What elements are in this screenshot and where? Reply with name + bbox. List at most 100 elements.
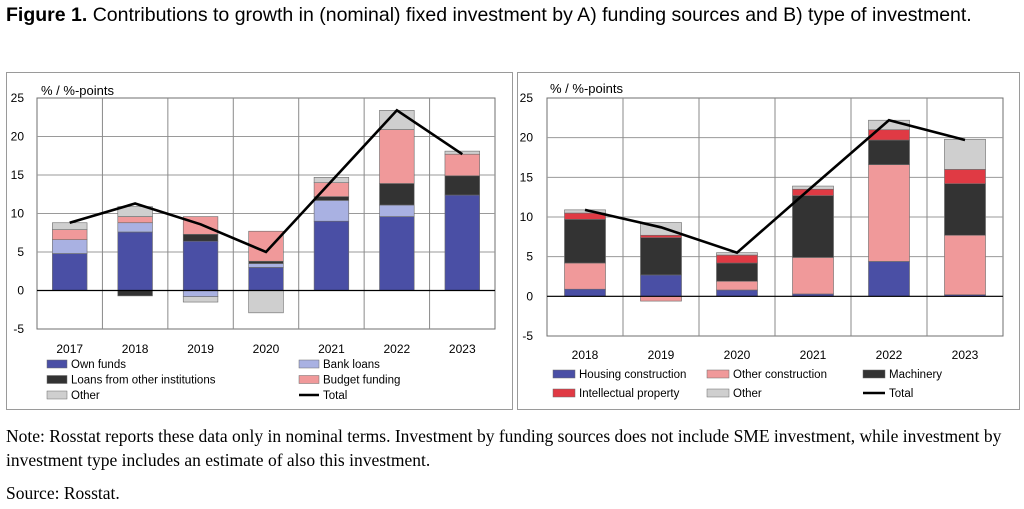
legend-label-other: Other	[71, 390, 100, 402]
figure-caption: Contributions to growth in (nominal) fix…	[92, 4, 972, 26]
bar-segment-own-funds	[379, 216, 415, 291]
bar-segment-loans-from-other-institutions	[444, 175, 480, 196]
legend-label-intellectual-property: Intellectual property	[579, 388, 680, 400]
chart-a: % / %-points -5 0 5 10 15 20 25 2017 2018 2019 2020…	[11, 83, 496, 402]
legend-label-budget-funding: Budget funding	[323, 375, 400, 387]
source-text: Source: Rosstat.	[6, 483, 120, 503]
legend-label-machinery: Machinery	[889, 369, 942, 381]
y-tick-label: 10	[520, 210, 534, 224]
legend-swatch-budget-funding	[298, 375, 320, 384]
x-tick-label: 2019	[187, 342, 214, 356]
bar-segment-machinery	[640, 237, 682, 276]
figure-title: Figure 1. Contributions to growth in (no…	[6, 2, 1016, 29]
bar-segment-loans-from-other-institutions	[248, 260, 284, 264]
legend-swatch-other-construction	[706, 369, 730, 379]
legend-swatch-machinery	[862, 369, 886, 379]
y-tick-label: 0	[526, 289, 533, 303]
y-tick-label: 5	[526, 250, 533, 264]
total-line	[584, 118, 966, 255]
y-tick-label: 5	[17, 245, 24, 259]
bar-segment-own-funds	[313, 220, 350, 291]
bar-segment-bank-loans	[248, 263, 284, 268]
y-axis-label: % / %-points	[41, 83, 114, 98]
y-tick-label: 25	[11, 91, 25, 105]
bar-segment-intellectual-property	[944, 169, 986, 184]
legend-swatch-bank-loans	[298, 359, 320, 369]
y-tick-label: -5	[13, 322, 24, 336]
y-tick-label: 20	[520, 131, 534, 145]
bar-segment-machinery	[564, 219, 606, 264]
bar-segment-own-funds	[248, 267, 284, 291]
legend-label-other-construction: Other construction	[733, 369, 827, 381]
bar-segment-other	[944, 138, 986, 170]
legend-swatch-other	[706, 388, 730, 398]
x-tick-label: 2018	[572, 348, 599, 362]
y-tick-label: 20	[11, 130, 25, 144]
bar-segment-own-funds	[182, 240, 219, 291]
bar-segment-bank-loans	[117, 222, 153, 233]
x-tick-label: 2018	[122, 342, 149, 356]
bar-segment-machinery	[716, 262, 758, 282]
x-tick-label: 2017	[56, 342, 83, 356]
y-tick-label: -5	[522, 329, 533, 343]
x-tick-label: 2023	[449, 342, 476, 356]
bar-segment-other-construction	[868, 164, 910, 262]
x-tick-label: 2019	[648, 348, 675, 362]
legend-swatch-loans-from-other-institutions	[46, 375, 68, 384]
x-tick-label: 2022	[384, 342, 411, 356]
bar-segment-other	[248, 290, 284, 314]
chart-panel-a: % / %-points -5 0 5 10 15 20 25 2017 2018 2019 2020…	[6, 72, 513, 410]
bar-segment-other-construction	[944, 234, 986, 296]
legend-swatch-own-funds	[46, 359, 68, 369]
chart-b: % / %-points -5 0 5 10 15 20 25 2018 2019 2020 2021…	[520, 81, 1004, 400]
bar-segment-other	[117, 206, 153, 217]
bar-segment-bank-loans	[313, 200, 350, 222]
legend-label-loans-from-other-institutions: Loans from other institutions	[71, 375, 216, 387]
y-tick-label: 15	[11, 168, 25, 182]
bar-segment-bank-loans	[182, 290, 219, 297]
chart-panel-b: % / %-points -5 0 5 10 15 20 25 2018 2019 2020 2021…	[517, 72, 1020, 410]
bar-segment-loans-from-other-institutions	[182, 233, 219, 242]
legend-swatch-other	[46, 390, 68, 400]
bar-segment-other	[52, 222, 88, 230]
bar-segment-loans-from-other-institutions	[117, 290, 153, 297]
x-tick-label: 2020	[253, 342, 280, 356]
legend-label-own-funds: Own funds	[71, 359, 126, 371]
bar-segment-intellectual-property	[792, 188, 834, 196]
bar-segment-other-construction	[792, 257, 834, 295]
bar-segment-loans-from-other-institutions	[379, 183, 415, 206]
bar-segment-intellectual-property	[640, 234, 682, 238]
bar-segment-budget-funding	[444, 153, 480, 177]
bar-segment-housing-construction	[640, 274, 682, 297]
x-tick-label: 2022	[876, 348, 903, 362]
bar-segment-other-construction	[640, 296, 682, 302]
x-tick-label: 2023	[952, 348, 979, 362]
bar-segment-loans-from-other-institutions	[313, 196, 350, 201]
bar-segment-budget-funding	[117, 216, 153, 224]
bar-segment-housing-construction	[868, 261, 910, 297]
legend-label-housing-construction: Housing construction	[579, 369, 686, 381]
legend-label-bank-loans: Bank loans	[323, 359, 380, 371]
bar-segment-intellectual-property	[716, 254, 758, 264]
y-axis-label: % / %-points	[550, 81, 623, 96]
legend-swatch-housing-construction	[552, 369, 576, 379]
bar-segment-bank-loans	[379, 204, 415, 217]
x-tick-label: 2020	[724, 348, 751, 362]
y-tick-label: 15	[520, 170, 534, 184]
bar-segment-other	[564, 209, 606, 214]
y-tick-label: 25	[520, 91, 534, 105]
bar-segment-machinery	[792, 195, 834, 258]
bar-segment-own-funds	[444, 194, 480, 291]
y-tick-label: 0	[17, 284, 24, 298]
bar-segment-budget-funding	[52, 229, 88, 240]
bar-segment-housing-construction	[564, 288, 606, 297]
figure-number: Figure 1.	[6, 4, 88, 26]
total-line	[69, 108, 464, 254]
bar-segment-machinery	[944, 183, 986, 236]
y-tick-label: 10	[11, 207, 25, 221]
x-tick-label: 2021	[800, 348, 827, 362]
note-text: Note: Rosstat reports these data only in…	[6, 426, 1002, 470]
bar-segment-other-construction	[564, 262, 606, 290]
legend-swatch-intellectual-property	[552, 388, 576, 398]
bar-segment-other	[182, 296, 219, 303]
